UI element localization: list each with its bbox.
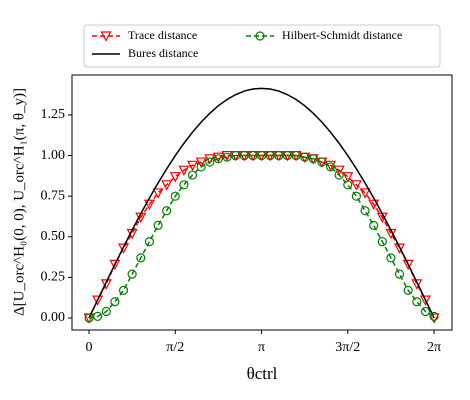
data-point	[274, 150, 284, 161]
data-point	[195, 157, 207, 168]
data-point	[256, 150, 267, 161]
data-point	[179, 180, 189, 190]
data-point	[394, 243, 406, 254]
data-point	[178, 165, 190, 176]
x-tick-label: 3π/2	[335, 340, 360, 355]
data-point	[386, 253, 396, 263]
data-point	[360, 206, 370, 216]
data-point	[377, 237, 387, 247]
data-point	[325, 162, 336, 172]
data-point	[118, 243, 130, 254]
data-point	[333, 165, 345, 176]
y-tick-label: 0.75	[41, 188, 66, 203]
data-point	[152, 188, 164, 199]
data-point	[402, 259, 414, 271]
data-point	[205, 157, 215, 167]
y-tick-label: 1.25	[41, 107, 66, 122]
data-point	[317, 157, 327, 167]
data-point	[265, 150, 275, 161]
data-point	[93, 311, 103, 321]
data-point	[342, 172, 354, 183]
data-point	[109, 259, 121, 271]
data-point	[101, 306, 111, 317]
data-point	[221, 150, 233, 162]
data-point	[291, 150, 301, 161]
data-point	[343, 180, 353, 190]
data-point	[161, 180, 173, 191]
y-axis-label: Δ[U_orc^H₀(0, 0), U_orc^H₁(π, θ_y)]	[11, 88, 27, 316]
data-point	[428, 313, 440, 324]
data-point	[369, 220, 379, 231]
data-point	[136, 253, 146, 263]
legend-marker	[100, 31, 112, 42]
data-point	[187, 170, 198, 180]
data-point	[222, 152, 232, 162]
data-point	[84, 313, 94, 323]
data-point	[118, 285, 129, 295]
data-point	[419, 295, 431, 306]
data-point	[169, 172, 181, 183]
data-point	[212, 152, 224, 163]
legend-label: Bures distance	[128, 46, 198, 60]
data-point	[394, 269, 405, 279]
series-line	[88, 154, 435, 319]
x-tick-label: π/2	[166, 340, 184, 355]
y-tick-label: 1.00	[41, 148, 66, 163]
data-point	[153, 220, 163, 231]
data-point	[92, 295, 104, 306]
data-point	[100, 279, 112, 290]
legend-label: Trace distance	[128, 28, 197, 42]
data-point	[196, 162, 206, 172]
data-point	[412, 297, 422, 307]
data-point	[187, 160, 199, 172]
data-point	[248, 150, 258, 161]
legend-box	[83, 24, 441, 68]
y-tick-label: 0.50	[41, 229, 66, 244]
data-point	[368, 199, 380, 211]
data-point	[127, 269, 137, 279]
x-axis-label: θctrl	[247, 364, 278, 383]
data-point	[162, 206, 172, 216]
data-point	[308, 154, 318, 164]
data-point	[300, 152, 310, 162]
data-point	[429, 311, 439, 321]
x-tick-label: 2π	[427, 340, 441, 355]
series-line	[88, 87, 435, 319]
legend-label: Hilbert-Schmidt distance	[282, 28, 402, 42]
data-point	[282, 150, 293, 161]
data-point	[351, 191, 361, 201]
y-tick-label: 0.25	[41, 270, 66, 285]
legend-marker	[255, 31, 265, 41]
data-point	[350, 180, 362, 191]
series-line	[88, 154, 435, 319]
y-tick-label: 0.00	[41, 310, 66, 325]
data-point	[334, 170, 344, 180]
data-point	[403, 285, 413, 295]
data-point	[239, 150, 249, 161]
x-tick-label: π	[258, 340, 265, 355]
data-point	[143, 199, 155, 211]
plot-frame	[71, 74, 453, 331]
data-point	[144, 237, 155, 247]
data-point	[170, 191, 180, 201]
data-point	[420, 306, 431, 317]
data-point	[213, 154, 223, 164]
x-tick-label: 0	[86, 340, 93, 355]
data-point	[359, 188, 371, 199]
data-point	[231, 150, 241, 161]
data-point	[110, 297, 120, 307]
data-point	[411, 279, 423, 290]
